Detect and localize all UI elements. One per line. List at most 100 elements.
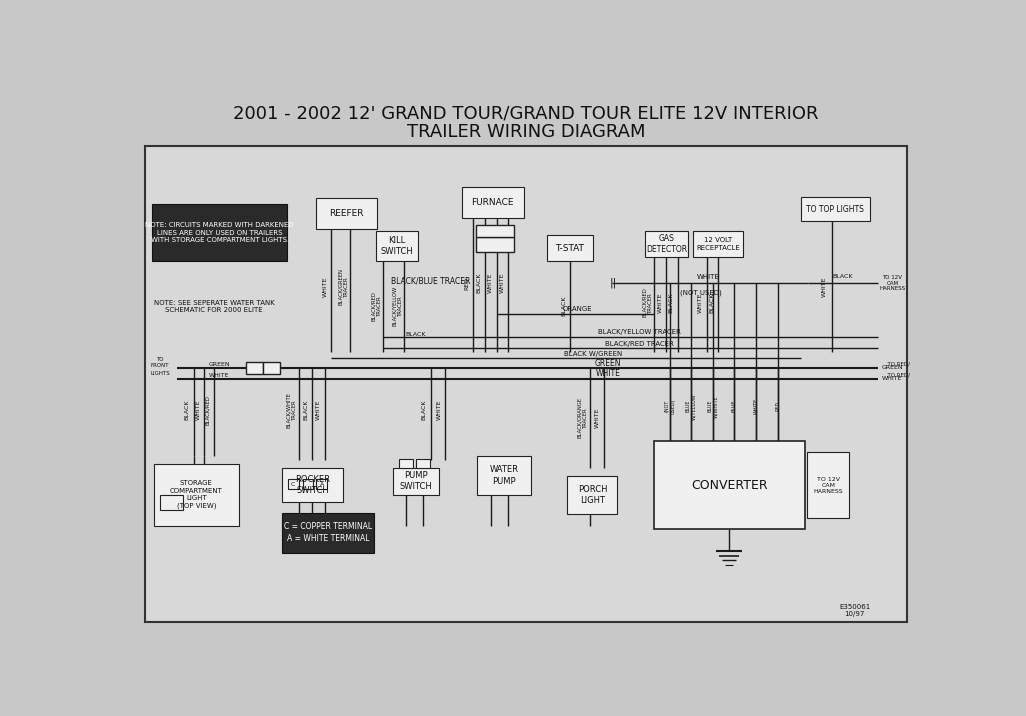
Text: BLACK: BLACK [422,400,427,420]
Text: BLACK: BLACK [476,273,481,294]
Text: BLUE
W/WHITE: BLUE W/WHITE [708,395,718,417]
Text: BLACK/RED: BLACK/RED [204,395,209,425]
Text: TO RED/: TO RED/ [883,362,910,367]
Bar [800,197,870,221]
Text: KILL
SWITCH: KILL SWITCH [381,236,413,256]
Text: GREEN: GREEN [881,365,903,370]
Bar [806,453,850,518]
Text: BLUE: BLUE [732,400,737,412]
Bar [282,513,374,553]
Bar [160,495,184,511]
Bar [145,146,907,621]
Text: BLUE
W/YELLOW: BLUE W/YELLOW [686,393,697,420]
Bar [476,237,514,252]
Text: BLACK/YELLOW TRACER: BLACK/YELLOW TRACER [597,329,680,335]
Text: WHITE: WHITE [596,369,621,378]
Text: BLACK: BLACK [303,400,308,420]
Bar [316,478,327,490]
Text: BLACK: BLACK [561,296,566,316]
Text: BLACK: BLACK [833,274,854,279]
Bar [693,231,743,257]
Bar [462,187,523,218]
Text: 12 VOLT
RECEPTACLE: 12 VOLT RECEPTACLE [696,237,740,251]
Bar [316,198,378,229]
Text: BLACK/BLUE TRACER: BLACK/BLUE TRACER [392,276,471,285]
Text: TO 12V
CAM
HARNESS: TO 12V CAM HARNESS [879,275,905,291]
Bar [655,441,804,529]
Bar [303,478,313,490]
Text: NOTE: CIRCUITS MARKED WITH DARKENED
LINES ARE ONLY USED ON TRAILERS
WITH STORAGE: NOTE: CIRCUITS MARKED WITH DARKENED LINE… [146,222,294,243]
Text: GREEN: GREEN [595,359,622,367]
Text: TO
FRONT: TO FRONT [150,357,168,368]
Text: TO 12V
CAM
HARNESS: TO 12V CAM HARNESS [814,478,843,494]
Text: WHITE: WHITE [698,292,703,313]
Bar [567,475,618,514]
Text: REEFER: REEFER [329,209,363,218]
Bar [416,459,430,468]
Text: TO RED/: TO RED/ [883,372,910,377]
Text: A: A [320,481,324,486]
Text: RED: RED [465,276,470,289]
Bar [645,231,687,257]
Text: WHITE: WHITE [595,407,600,428]
Text: WHITE: WHITE [753,398,758,415]
Text: (NOT USED): (NOT USED) [680,289,721,296]
Text: WHITE: WHITE [316,400,321,420]
Text: 2001 - 2002 12' GRAND TOUR/GRAND TOUR ELITE 12V INTERIOR: 2001 - 2002 12' GRAND TOUR/GRAND TOUR EL… [233,105,819,122]
Text: E350061
10/97: E350061 10/97 [839,604,870,616]
Text: BLACK: BLACK [669,292,674,313]
Text: C: C [291,481,295,486]
Text: TRAILER WIRING DIAGRAM: TRAILER WIRING DIAGRAM [406,123,645,141]
Text: GAS
DETECTOR: GAS DETECTOR [645,233,687,253]
Text: NOTE: SEE SEPERATE WATER TANK
SCHEMATIC FOR 2000 ELITE: NOTE: SEE SEPERATE WATER TANK SCHEMATIC … [154,299,275,313]
Text: BLACK/ORANGE
TRACER: BLACK/ORANGE TRACER [578,397,588,438]
Text: T-STAT: T-STAT [555,243,584,253]
Bar [399,459,412,468]
Text: BLACK/RED TRACER: BLACK/RED TRACER [604,341,673,347]
Text: WATER
PUMP: WATER PUMP [489,465,519,485]
Text: WHITE: WHITE [658,292,663,313]
Bar [154,464,239,526]
Bar [477,456,531,495]
Text: BLACK: BLACK [710,292,715,313]
Text: BLACK/RED
TRACER: BLACK/RED TRACER [371,291,382,321]
Text: BLACK: BLACK [185,400,190,420]
Text: WHITE: WHITE [822,276,827,297]
Text: WHITE: WHITE [436,400,441,420]
Text: CONVERTER: CONVERTER [692,479,767,492]
Bar [153,204,287,261]
Text: RED: RED [775,401,780,412]
Text: ORANGE: ORANGE [562,306,592,312]
Text: WHITE: WHITE [322,276,327,297]
Text: PUMP
SWITCH: PUMP SWITCH [399,471,432,491]
Text: WHITE: WHITE [195,400,200,420]
Text: STORAGE
COMPARTMENT
LIGHT
(TOP VIEW): STORAGE COMPARTMENT LIGHT (TOP VIEW) [170,480,223,509]
Text: LIGHTS: LIGHTS [150,371,170,376]
Text: GREEN: GREEN [208,362,230,367]
Text: BLACK/WHITE
TRACER: BLACK/WHITE TRACER [286,392,298,428]
Text: BLACK/GREEN
TRACER: BLACK/GREEN TRACER [338,268,349,305]
Text: TO TOP LIGHTS: TO TOP LIGHTS [806,205,864,213]
Text: WHITE: WHITE [488,273,492,294]
Text: WHITE: WHITE [881,376,902,381]
Text: (NOT
USED): (NOT USED) [665,399,675,414]
Bar [547,235,593,261]
Text: BLACK W/GREEN: BLACK W/GREEN [563,351,622,357]
Bar [282,468,344,503]
Bar [376,231,418,261]
Text: BLACK/RED
TRACER: BLACK/RED TRACER [642,287,653,317]
Text: FURNACE: FURNACE [472,198,514,207]
Text: ||: || [609,278,617,289]
Text: WHITE: WHITE [209,373,230,378]
Bar [264,362,280,374]
Text: WHITE: WHITE [500,273,505,294]
Bar [393,468,439,495]
Bar [476,225,514,237]
Text: WHITE: WHITE [697,274,719,280]
Text: BLACK/YELLOW
TRACER: BLACK/YELLOW TRACER [392,286,402,326]
Text: PORCH
LIGHT: PORCH LIGHT [578,485,607,505]
Text: BLACK: BLACK [405,332,426,337]
Text: ROCKER
SWITCH: ROCKER SWITCH [295,475,330,495]
Text: C = COPPER TERMINAL
A = WHITE TERMINAL: C = COPPER TERMINAL A = WHITE TERMINAL [284,523,372,543]
Bar [246,362,264,374]
